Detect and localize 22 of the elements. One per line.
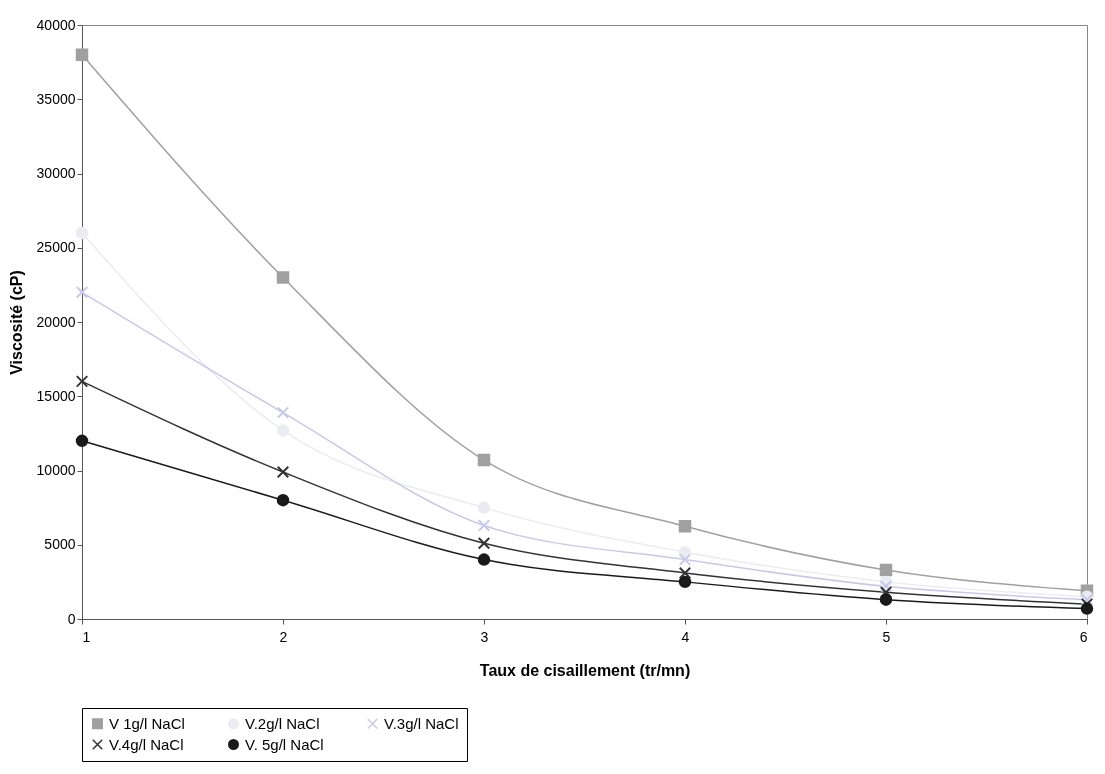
y-tick-label: 35000 — [36, 90, 76, 107]
y-tick-label: 5000 — [44, 536, 76, 553]
x-tick-label: 5 — [882, 628, 891, 645]
y-axis-title: Viscosité (cP) — [7, 270, 25, 375]
legend-label: V. 5g/l NaCl — [245, 735, 324, 753]
y-tick-label: 40000 — [36, 16, 76, 33]
y-tick-label: 10000 — [36, 462, 76, 478]
x-tick-label: 2 — [279, 628, 288, 645]
x-tick-label: 6 — [1079, 628, 1088, 645]
y-tick-label: 30000 — [36, 165, 76, 181]
legend-label: V.3g/l NaCl — [384, 714, 459, 732]
x-tick-label: 3 — [480, 628, 489, 645]
legend-label: V 1g/l NaCl — [109, 714, 185, 732]
x-axis-title: Taux de cisaillement (tr/mn) — [479, 661, 691, 679]
legend-label: V.2g/l NaCl — [245, 714, 320, 732]
x-tick-label: 1 — [82, 628, 91, 645]
y-tick-label: 20000 — [36, 313, 76, 330]
legend-label: V.4g/l NaCl — [109, 735, 184, 753]
y-tick-label: 0 — [67, 610, 76, 627]
x-tick-label: 4 — [681, 628, 690, 645]
y-tick-label: 25000 — [36, 239, 76, 256]
y-tick-label: 15000 — [36, 387, 76, 404]
